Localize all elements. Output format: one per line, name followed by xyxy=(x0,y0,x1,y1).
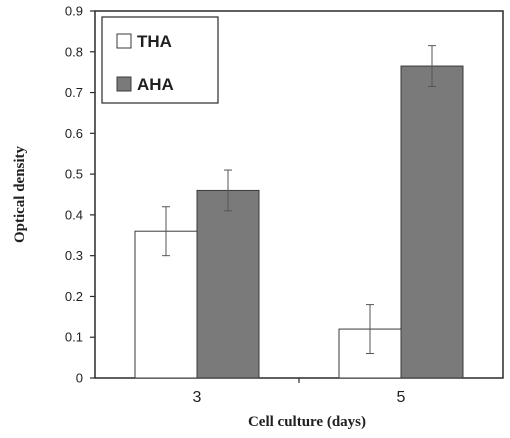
y-tick-label: 0.2 xyxy=(65,289,83,304)
y-tick-label: 0.4 xyxy=(65,207,83,222)
y-tick-label: 0 xyxy=(76,371,83,386)
x-axis-title: Cell culture (days) xyxy=(248,414,366,430)
y-tick-label: 0.5 xyxy=(65,167,83,182)
legend-label-aha: AHA xyxy=(137,75,174,94)
y-tick-label: 0.1 xyxy=(65,330,83,345)
bar-aha-day-3 xyxy=(196,189,260,379)
y-axis-title: Optical density xyxy=(12,145,28,243)
error-bars-layer xyxy=(162,45,436,355)
legend-swatch-aha xyxy=(116,76,132,92)
y-tick-label: 0.9 xyxy=(65,4,83,19)
y-tick-label: 0.7 xyxy=(65,85,83,100)
y-tick-label: 0.8 xyxy=(65,44,83,59)
y-tick-label: 0.3 xyxy=(65,248,83,263)
y-axis: 0 0.1 0.2 0.3 0.4 0.5 0.6 0.7 0.8 0.9 xyxy=(65,4,95,386)
y-tick-label: 0.6 xyxy=(65,126,83,141)
legend-label-tha: THA xyxy=(137,32,172,51)
bar-aha-day-5 xyxy=(400,65,464,379)
x-tick-label: 5 xyxy=(397,389,406,406)
x-tick-label: 3 xyxy=(193,389,202,406)
legend: THA AHA xyxy=(101,16,219,104)
legend-swatch-tha xyxy=(116,33,132,49)
